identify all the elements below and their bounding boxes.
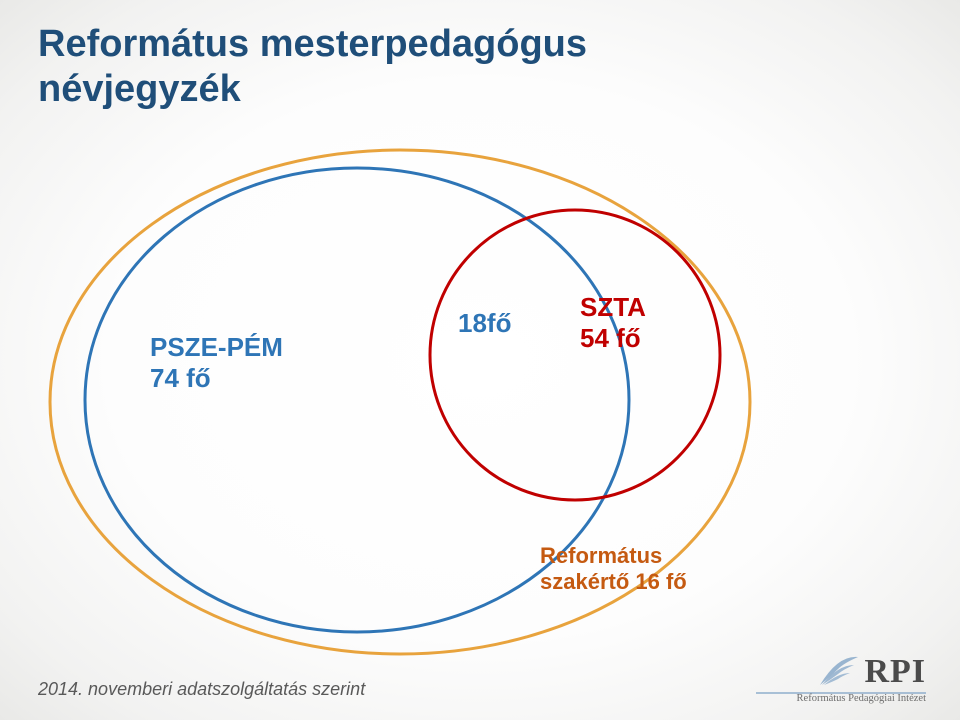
label-bottom: Református szakértő 16 fő [540,543,687,596]
venn-diagram [0,0,960,720]
label-left: PSZE-PÉM 74 fő [150,332,283,394]
label-right-line2: 54 fő [580,323,646,354]
label-intersection-text: 18fő [458,308,511,339]
label-left-line2: 74 fő [150,363,283,394]
logo-text: RPI [864,653,926,691]
footer-note: 2014. novemberi adatszolgáltatás szerint [38,679,365,700]
label-bottom-line2: szakértő 16 fő [540,569,687,595]
label-right-line1: SZTA [580,292,646,323]
wing-icon-fill [820,657,858,685]
label-intersection: 18fő [458,308,511,339]
logo-subtitle: Református Pedagógiai Intézet [756,693,926,704]
wing-icon [818,655,858,689]
label-bottom-line1: Református [540,543,687,569]
logo-line: RPI [756,653,926,691]
right-circle [430,210,720,500]
label-left-line1: PSZE-PÉM [150,332,283,363]
label-right: SZTA 54 fő [580,292,646,354]
logo: RPI Református Pedagógiai Intézet [756,653,926,704]
